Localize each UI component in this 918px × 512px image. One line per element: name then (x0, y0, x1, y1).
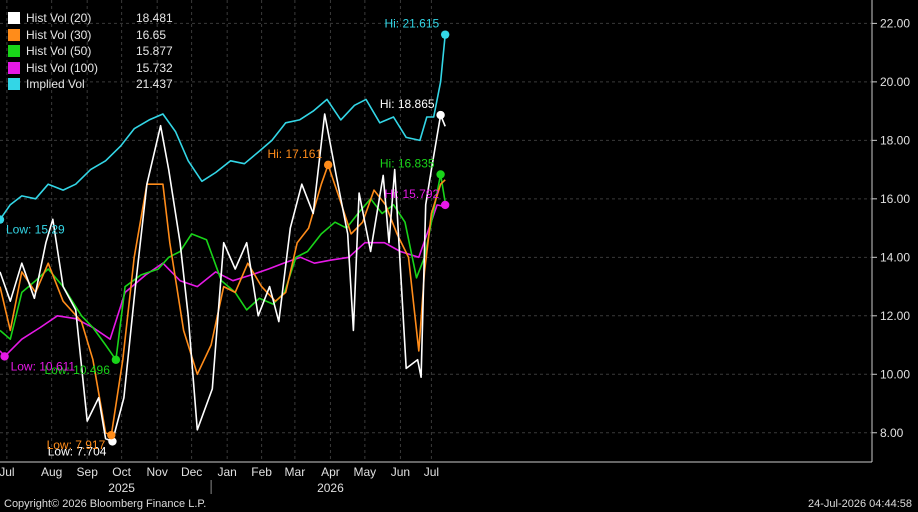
y-tick-label: 20.00 (880, 75, 910, 89)
legend-swatch (8, 78, 20, 91)
series-2-low-label: Low: 10.496 (44, 363, 110, 377)
y-tick-label: 12.00 (880, 309, 910, 323)
series-line-0 (0, 113, 446, 443)
x-tick-label: Dec (181, 465, 202, 479)
x-tick-label: May (354, 465, 377, 479)
series-line-3 (0, 204, 446, 358)
series-lines (0, 34, 446, 443)
y-tick-label: 22.00 (880, 16, 910, 30)
x-tick-label: Jan (217, 465, 236, 479)
hi-low-markers: Hi: 18.865 Low: 7.704 Hi: 17.161 Low: 7.917… (0, 17, 450, 458)
legend-item: Implied Vol 21.437 (8, 76, 173, 93)
y-tick-label: 8.00 (880, 426, 904, 440)
legend-value: 18.481 (136, 11, 173, 25)
legend-value: 16.65 (136, 27, 167, 42)
x-tick-label: Aug (41, 465, 62, 479)
legend-swatch (8, 61, 20, 74)
series-2-hi-dot (436, 170, 445, 179)
series-1-hi-label: Hi: 17.161 (267, 147, 322, 161)
series-1-hi-dot (323, 160, 333, 170)
series-1-low-dot (107, 430, 116, 440)
legend-value: 21.437 (136, 77, 173, 91)
y-tick-label: 18.00 (880, 133, 910, 147)
series-0-low-dot (108, 437, 117, 446)
series-0-hi-dot (436, 110, 445, 120)
legend-swatch (8, 28, 20, 41)
x-tick-label: Apr (321, 465, 340, 479)
legend-label: Hist Vol (30) (26, 27, 92, 42)
x-tick-label: Mar (285, 465, 306, 479)
legend-label: Hist Vol (20) (26, 11, 92, 25)
series-3-low-dot (0, 352, 9, 361)
y-tick-label: 10.00 (880, 367, 910, 381)
series-2-low-dot (111, 355, 121, 364)
x-tick-label: Jul (0, 465, 15, 479)
x-year-label: 2026 (317, 481, 344, 495)
series-4-low-dot (0, 215, 5, 224)
x-tick-label: Sep (77, 465, 99, 479)
legend-label: Hist Vol (100) (26, 60, 99, 75)
y-tick-label: 14.00 (880, 250, 910, 264)
series-0-low-label: Low: 7.704 (48, 444, 107, 458)
series-4-hi-label: Hi: 21.615 (384, 17, 439, 31)
x-tick-label: Jul (424, 465, 439, 479)
legend-item: Hist Vol (30) 16.65 (8, 27, 173, 44)
grid-lines (0, 0, 872, 462)
x-tick-label: Jun (391, 465, 410, 479)
series-4-hi-dot (440, 30, 450, 39)
legend-item: Hist Vol (20) 18.481 (8, 10, 173, 27)
timestamp-text: 24-Jul-2026 04:44:58 (808, 498, 912, 510)
legend-label: Hist Vol (50) (26, 44, 92, 58)
axes: 8.00 10.00 12.00 14.00 16.00 18.00 20.00 22.00 J… (0, 0, 910, 495)
series-1-low-label: Low: 7.917 (47, 438, 106, 452)
y-tick-label: 16.00 (880, 192, 910, 206)
legend: Hist Vol (20) 18.481 Hist Vol (30) 16.65 His… (8, 10, 173, 93)
series-3-low-label: Low: 10.611 (11, 359, 76, 373)
copyright-text: Copyright© 2026 Bloomberg Finance L.P. (4, 498, 207, 510)
legend-label: Implied Vol (26, 77, 85, 91)
series-2-hi-label: Hi: 16.835 (380, 156, 435, 170)
legend-swatch (8, 12, 20, 25)
x-year-label: 2025 (108, 481, 135, 495)
series-3-hi-dot (440, 200, 450, 210)
legend-item: Hist Vol (50) 15.877 (8, 43, 173, 60)
legend-swatch (8, 45, 20, 58)
legend-value: 15.877 (136, 44, 173, 58)
legend-value: 15.732 (136, 60, 173, 75)
series-3-hi-label: Hi: 15.792 (384, 187, 439, 201)
x-tick-label: Feb (251, 465, 272, 479)
x-tick-label: Oct (112, 465, 131, 479)
series-4-low-label: Low: 15.29 (6, 223, 65, 237)
x-tick-label: Nov (147, 465, 168, 479)
legend-item: Hist Vol (100) 15.732 (8, 60, 173, 77)
series-0-hi-label: Hi: 18.865 (380, 97, 435, 111)
series-line-4 (0, 34, 446, 221)
